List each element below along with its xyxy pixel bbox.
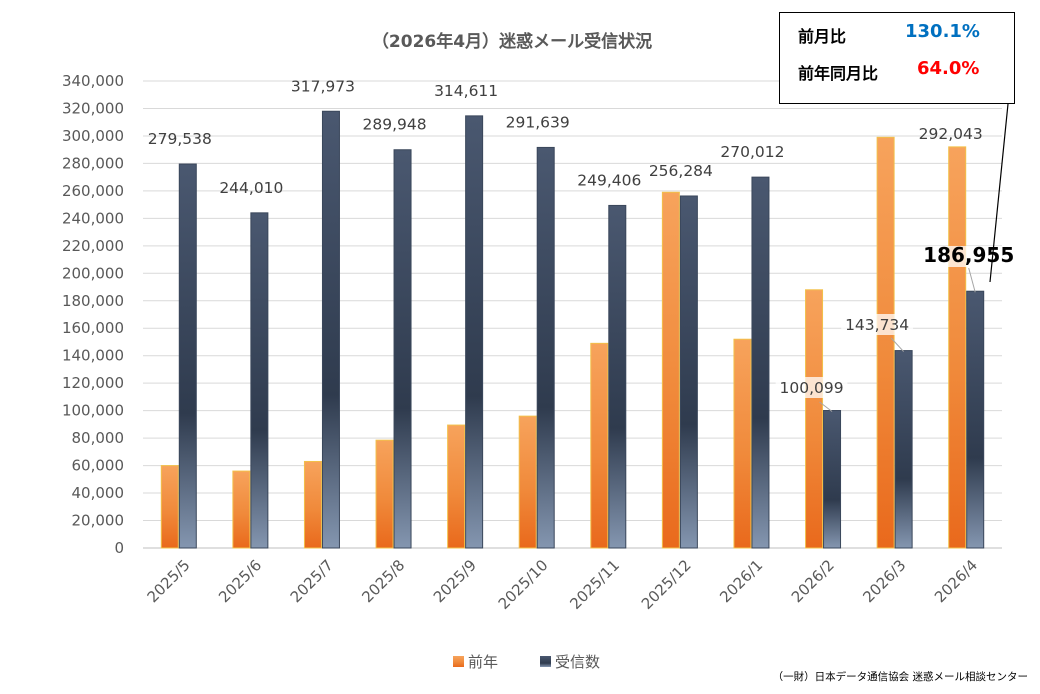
bar-prev-year (375, 439, 394, 549)
yoy-value: 64.0% (917, 58, 980, 79)
mom-label: 前月比 (798, 27, 847, 46)
data-label: 279,538 (148, 130, 212, 148)
data-label: 249,406 (577, 171, 641, 189)
data-label-bg (775, 377, 848, 398)
chart-title: （2026年4月）迷惑メール受信状況 (372, 31, 652, 52)
y-tick-label: 340,000 (62, 72, 124, 90)
y-tick-label: 40,000 (72, 484, 125, 502)
data-label: 270,012 (720, 143, 784, 161)
x-tick-label: 2025/5 (144, 556, 194, 606)
bar-prev-year (232, 470, 251, 549)
x-tick-label: 2025/10 (495, 556, 552, 613)
x-tick-label: 2026/2 (788, 556, 838, 606)
bar-received (536, 146, 555, 549)
data-label: 289,948 (362, 116, 426, 134)
x-axis-ticks: 2025/5 2025/6 2025/7 2025/8 2025/9 2025/10 202… (144, 556, 981, 613)
bars (160, 110, 985, 549)
y-tick-label: 320,000 (62, 99, 124, 117)
y-tick-label: 300,000 (62, 127, 124, 145)
bar-prev-year (948, 146, 967, 549)
y-tick-label: 80,000 (72, 429, 125, 447)
bar-received (751, 176, 770, 549)
y-tick-label: 60,000 (72, 457, 125, 475)
data-label: 244,010 (219, 179, 283, 197)
data-label-bg (841, 314, 914, 335)
y-tick-label: 240,000 (62, 209, 124, 227)
legend-swatch (540, 656, 551, 667)
data-label-bg (932, 246, 1005, 267)
bar-received (608, 204, 627, 549)
mom-row: 前月比 130.1% (780, 19, 1014, 49)
bar-prev-year (590, 342, 609, 549)
bar-received (823, 410, 842, 549)
y-tick-label: 140,000 (62, 347, 124, 365)
y-tick-label: 20,000 (72, 512, 125, 530)
leader-line (968, 267, 976, 293)
legend-label: 前年 (468, 653, 498, 671)
bar-prev-year (805, 289, 824, 549)
bar-prev-year (160, 465, 179, 549)
data-label: 292,043 (919, 125, 983, 143)
bar-received (894, 350, 913, 549)
y-tick-label: 180,000 (62, 292, 124, 310)
source-credit: （一財）日本データ通信協会 迷惑メール相談センター (773, 670, 1028, 683)
comparison-box: 前月比 130.1% 前年同月比 64.0% (779, 12, 1015, 104)
data-label: 256,284 (649, 162, 713, 180)
bar-prev-year (518, 415, 537, 549)
x-tick-label: 2025/9 (430, 556, 480, 606)
bar-received (393, 149, 412, 549)
gridlines (143, 80, 1002, 549)
x-tick-label: 2025/8 (358, 556, 408, 606)
bar-prev-year (661, 191, 680, 549)
bar-prev-year (447, 424, 466, 549)
x-tick-label: 2026/1 (716, 556, 766, 606)
y-axis-ticks: 0 20,000 40,000 60,000 80,000 100,000 120,000 1… (62, 72, 124, 557)
y-tick-label: 200,000 (62, 264, 124, 282)
data-label: 314,611 (434, 82, 498, 100)
x-tick-label: 2025/12 (638, 556, 695, 613)
yoy-row: 前年同月比 64.0% (780, 56, 1014, 86)
y-tick-label: 280,000 (62, 154, 124, 172)
bar-received (321, 110, 340, 549)
data-label: 291,639 (506, 113, 570, 131)
legend-label: 受信数 (555, 653, 600, 671)
legend: 前年 受信数 (453, 653, 600, 671)
bar-prev-year (876, 136, 895, 549)
data-label: 317,973 (291, 77, 355, 95)
y-tick-label: 0 (114, 539, 124, 557)
callout-pointer (989, 103, 1009, 283)
bar-received (679, 195, 698, 549)
mom-value: 130.1% (905, 21, 980, 42)
bar-received (178, 163, 197, 549)
data-label: 143,734 (845, 316, 909, 334)
y-tick-label: 120,000 (62, 374, 124, 392)
leader-line (819, 401, 833, 412)
bar-received (966, 290, 985, 549)
bar-prev-year (733, 338, 752, 549)
legend-swatch (453, 656, 464, 667)
bar-prev-year (303, 460, 322, 549)
y-tick-label: 220,000 (62, 237, 124, 255)
x-tick-label: 2026/4 (931, 556, 981, 606)
data-label: 100,099 (779, 379, 843, 397)
y-tick-label: 260,000 (62, 182, 124, 200)
data-label: 186,955 (923, 243, 1014, 267)
yoy-label: 前年同月比 (798, 64, 879, 83)
data-labels: 279,538 244,010 317,973 289,948 314,611 291,6… (148, 77, 1014, 412)
x-tick-label: 2026/3 (859, 556, 909, 606)
leader-line (890, 337, 904, 352)
bar-received (250, 212, 269, 549)
y-tick-label: 160,000 (62, 319, 124, 337)
x-tick-label: 2025/7 (287, 556, 337, 606)
x-tick-label: 2025/11 (566, 556, 623, 613)
y-tick-label: 100,000 (62, 402, 124, 420)
bar-received (465, 115, 484, 549)
x-tick-label: 2025/6 (215, 556, 265, 606)
